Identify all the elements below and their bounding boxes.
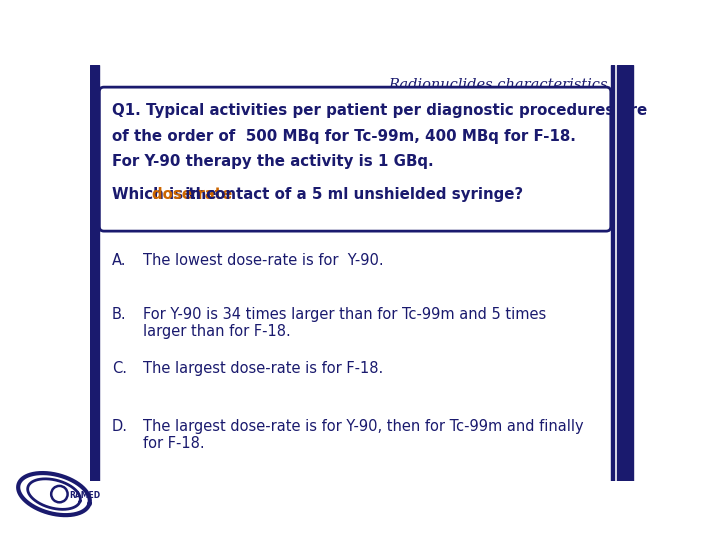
Text: For Y-90 therapy the activity is 1 GBq.: For Y-90 therapy the activity is 1 GBq. [112,154,433,169]
Bar [90,65,99,481]
Text: Radionuclides characteristics: Radionuclides characteristics [388,78,608,92]
Text: for F-18.: for F-18. [143,436,204,451]
Text: The largest dose-rate is for F-18.: The largest dose-rate is for F-18. [143,361,383,376]
Text: The largest dose-rate is for Y-90, then for Tc-99m and finally: The largest dose-rate is for Y-90, then … [143,419,583,434]
Text: of the order of  500 MBq for Tc-99m, 400 MBq for F-18.: of the order of 500 MBq for Tc-99m, 400 … [112,129,575,144]
Text: A.: A. [112,253,126,268]
Text: C.: C. [112,361,127,376]
Text: dose rate: dose rate [152,187,233,202]
Text: B.: B. [112,307,126,322]
Text: RAMED: RAMED [69,491,100,500]
Text: The lowest dose-rate is for  Y-90.: The lowest dose-rate is for Y-90. [143,253,383,268]
Text: in contact of a 5 ml unshielded syringe?: in contact of a 5 ml unshielded syringe? [180,187,523,202]
Text: larger than for F-18.: larger than for F-18. [143,325,290,339]
Text: For Y-90 is 34 times larger than for Tc-99m and 5 times: For Y-90 is 34 times larger than for Tc-… [143,307,546,322]
Bar [617,65,632,481]
Bar [611,65,614,481]
Text: Which is the: Which is the [112,187,222,202]
Text: Q1. Typical activities per patient per diagnostic procedures are: Q1. Typical activities per patient per d… [112,103,647,118]
Text: D.: D. [112,419,127,434]
FancyBboxPatch shape [99,87,611,231]
Circle shape [51,486,68,502]
